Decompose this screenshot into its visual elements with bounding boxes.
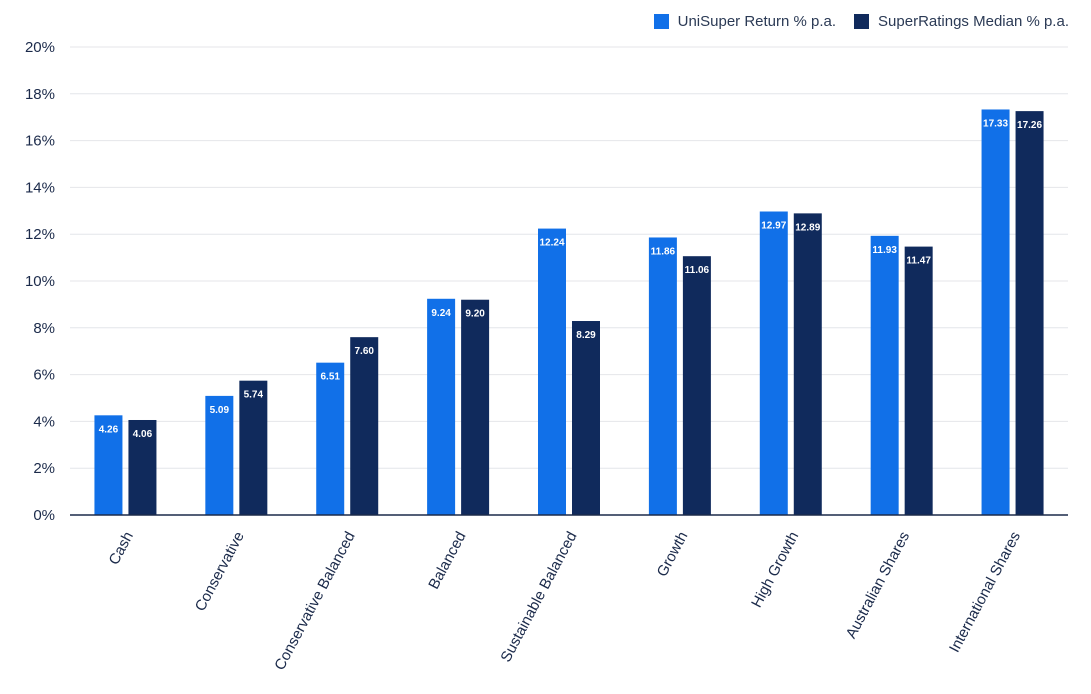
y-tick-label: 10% xyxy=(25,273,55,290)
x-category-label: International Shares xyxy=(946,529,1024,656)
legend-label-unisuper: UniSuper Return % p.a. xyxy=(677,13,837,30)
bar-unisuper[interactable] xyxy=(870,235,899,515)
legend-item-superratings[interactable]: SuperRatings Median % p.a. xyxy=(854,13,1069,30)
x-category-label: High Growth xyxy=(748,529,802,611)
bar-value-label: 11.47 xyxy=(906,256,931,267)
x-category-label: Cash xyxy=(106,529,137,568)
bar-value-label: 17.33 xyxy=(983,118,1008,129)
y-axis-tick-labels: 0% 2% 4% 6% 8% 10% 12% 14% 16% 18% 20% xyxy=(25,39,55,524)
x-category-label: Growth xyxy=(654,529,692,580)
x-category-label: Australian Shares xyxy=(843,529,914,642)
bar-superratings[interactable] xyxy=(793,213,822,515)
x-category-label: Conservative Balanced xyxy=(271,529,358,673)
y-tick-label: 16% xyxy=(25,133,55,150)
bars xyxy=(94,109,1044,516)
y-tick-label: 6% xyxy=(33,367,55,384)
bar-value-label: 12.24 xyxy=(539,238,564,249)
bar-unisuper[interactable] xyxy=(94,415,123,515)
bar-value-labels: 4.26 4.06 5.09 5.74 6.51 7.60 9.24 9.20 12.24 8.2… xyxy=(99,118,1043,440)
x-axis-category-labels: Cash Conservative Conservative Balanced Bal… xyxy=(106,529,1025,673)
bar-value-label: 4.26 xyxy=(99,424,119,435)
gridlines xyxy=(70,46,1068,469)
bar-value-label: 4.06 xyxy=(133,429,153,440)
x-category-label: Balanced xyxy=(425,529,469,592)
bar-superratings[interactable] xyxy=(461,299,490,515)
bar-unisuper[interactable] xyxy=(427,298,456,515)
y-tick-label: 14% xyxy=(25,179,55,196)
bar-superratings[interactable] xyxy=(682,256,711,515)
bar-value-label: 17.26 xyxy=(1017,120,1042,131)
legend-item-unisuper[interactable]: UniSuper Return % p.a. xyxy=(653,13,837,30)
bar-value-label: 12.97 xyxy=(761,221,786,232)
bar-superratings[interactable] xyxy=(128,419,157,515)
bar-value-label: 5.74 xyxy=(244,390,264,401)
chart-legend: UniSuper Return % p.a. SuperRatings Medi… xyxy=(653,13,1069,30)
bar-value-label: 11.06 xyxy=(685,265,710,276)
bar-value-label: 9.24 xyxy=(431,308,451,319)
bar-value-label: 5.09 xyxy=(210,405,230,416)
bar-unisuper[interactable] xyxy=(981,109,1010,515)
legend-label-superratings: SuperRatings Median % p.a. xyxy=(878,13,1069,30)
x-category-label: Sustainable Balanced xyxy=(497,529,580,665)
y-tick-label: 8% xyxy=(33,320,55,337)
bar-unisuper[interactable] xyxy=(316,362,345,515)
y-tick-label: 4% xyxy=(33,413,55,430)
bar-unisuper[interactable] xyxy=(205,395,234,515)
bar-value-label: 12.89 xyxy=(795,222,820,233)
bar-superratings[interactable] xyxy=(1015,111,1044,515)
bar-superratings[interactable] xyxy=(350,337,379,515)
bar-value-label: 6.51 xyxy=(320,372,340,383)
bar-superratings[interactable] xyxy=(239,380,268,515)
bar-value-label: 11.93 xyxy=(872,245,897,256)
bar-unisuper[interactable] xyxy=(759,211,788,515)
y-tick-label: 2% xyxy=(33,460,55,477)
y-tick-label: 20% xyxy=(25,39,55,56)
y-tick-label: 0% xyxy=(33,507,55,524)
y-tick-label: 18% xyxy=(25,86,55,103)
bar-superratings[interactable] xyxy=(572,321,600,515)
bar-unisuper[interactable] xyxy=(648,237,677,515)
legend-swatch-unisuper xyxy=(653,14,669,29)
x-category-label: Conservative xyxy=(192,529,248,614)
bar-superratings[interactable] xyxy=(904,246,933,516)
legend-swatch-superratings xyxy=(854,14,870,29)
bar-value-label: 7.60 xyxy=(354,346,374,357)
bar-unisuper[interactable] xyxy=(538,228,566,516)
bar-value-label: 8.29 xyxy=(576,330,596,341)
bar-value-label: 11.86 xyxy=(651,246,676,257)
bar-value-label: 9.20 xyxy=(465,309,485,320)
y-tick-label: 12% xyxy=(25,226,55,243)
